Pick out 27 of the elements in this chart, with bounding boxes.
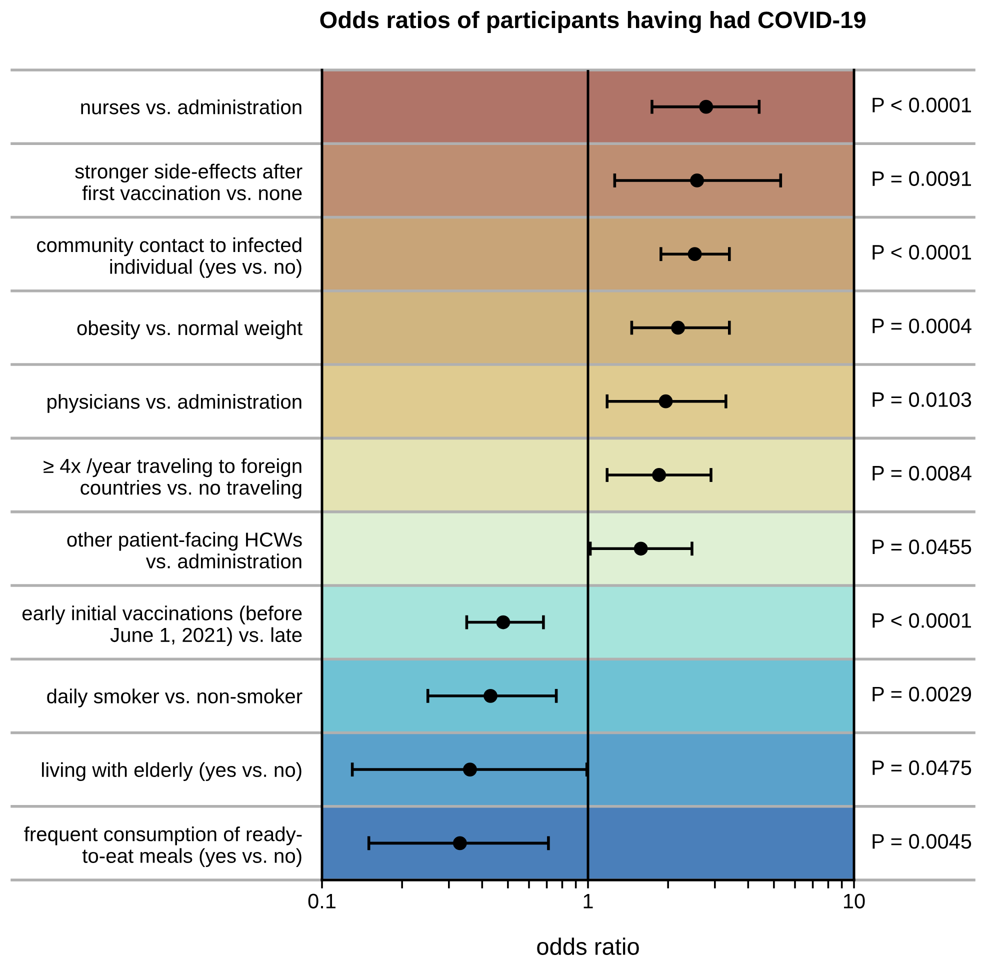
- y-tick-label: stronger side-effects after first vaccination vs. none: [75, 164, 302, 200]
- text: P < 0.0001: [872, 98, 971, 112]
- y-tick-label: other patient-facing HCWs vs. administration: [67, 532, 302, 568]
- text: P = 0.0045: [872, 834, 972, 849]
- text: P = 0.0084: [872, 466, 972, 481]
- y-tick-label: frequent consumption of ready- to-eat meals (yes vs. no): [24, 826, 302, 867]
- x-tick-label: 1: [584, 894, 593, 908]
- y-tick-label: early initial vaccinations (before June 1, 2021) vs. late: [22, 606, 302, 646]
- y-tick-label: daily smoker vs. non-smoker: [47, 688, 302, 708]
- text: P < 0.0001: [872, 244, 971, 260]
- text: P = 0.0103: [872, 392, 972, 407]
- x-tick-label: 0.1: [308, 894, 336, 908]
- y-tick-label: physicians vs. administration: [48, 394, 302, 413]
- text: P = 0.0475: [872, 760, 972, 776]
- y-tick-label: living with elderly (yes vs. no): [42, 762, 302, 782]
- text: P = 0.0004: [872, 318, 972, 334]
- text: P < 0.0001: [872, 613, 971, 628]
- y-tick-label: community contact to infected individual (yes vs. no): [37, 237, 302, 278]
- chart-title: Odds ratios of participants having had COVID-19: [320, 10, 866, 34]
- x-tick-label: 10: [844, 894, 865, 908]
- y-tick-label: ≥ 4x /year traveling to foreign countries vs. no traveling: [44, 458, 302, 499]
- y-tick-label: nurses vs. administration: [81, 100, 302, 114]
- x-axis-title: odds ratio: [537, 938, 639, 955]
- y-tick-label: obesity vs. normal weight: [77, 320, 302, 340]
- text: P = 0.0029: [872, 686, 972, 702]
- text: P = 0.0091: [872, 171, 971, 186]
- text: P = 0.0455: [872, 539, 972, 554]
